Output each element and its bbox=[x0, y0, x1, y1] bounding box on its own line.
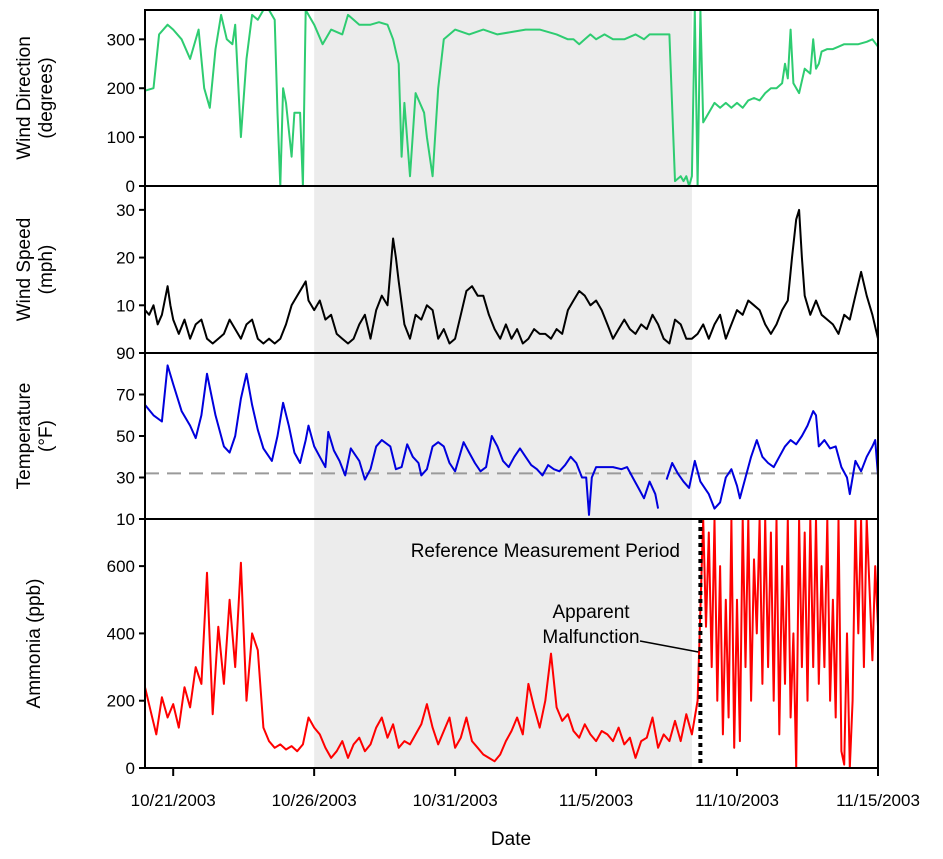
x-tick-label: 11/5/2003 bbox=[559, 791, 633, 810]
wind_direction-y-tick-label: 300 bbox=[107, 30, 135, 49]
ammonia-y-tick-label: 0 bbox=[126, 759, 135, 778]
x-tick-label: 10/31/2003 bbox=[413, 791, 498, 810]
ammonia-series-line bbox=[144, 518, 879, 769]
wind_speed-series-line bbox=[144, 208, 879, 345]
ammonia-y-tick-label: 600 bbox=[107, 557, 135, 576]
wind_direction-y-tick-label: 0 bbox=[126, 177, 135, 196]
ammonia-y-tick-label: 400 bbox=[107, 624, 135, 643]
temperature-y-tick-label: 50 bbox=[116, 427, 135, 446]
wind_speed-y-tick-label: 20 bbox=[116, 249, 135, 268]
wind_direction-y-tick-label: 200 bbox=[107, 79, 135, 98]
malfunction-label-line-2: Malfunction bbox=[542, 627, 639, 648]
wind_direction-y-tick-label: 100 bbox=[107, 128, 135, 147]
wind_direction-axis-title: Wind Direction bbox=[14, 36, 35, 160]
ammonia-y-tick-label: 200 bbox=[107, 692, 135, 711]
x-tick-label: 10/21/2003 bbox=[131, 791, 216, 810]
ammonia-panel-frame bbox=[144, 518, 879, 769]
reference-period-shading bbox=[314, 10, 692, 768]
temperature-y-tick-label: 90 bbox=[116, 344, 135, 363]
ammonia-axis-title: Ammonia (ppb) bbox=[24, 579, 45, 709]
wind_speed-y-tick-label: 10 bbox=[116, 296, 135, 315]
temperature-axis-title: Temperature bbox=[14, 383, 35, 490]
reference-period-label: Reference Measurement Period bbox=[411, 541, 680, 562]
panel-frames bbox=[144, 9, 879, 769]
malfunction-label-line-1: Apparent bbox=[552, 602, 630, 623]
tick-group: 0 100 200 300 10 20 30 10 30 50 70 90 0 200 400 600 10/2… bbox=[107, 30, 920, 810]
temperature-series-line bbox=[144, 364, 879, 516]
temperature-y-tick-label: 70 bbox=[116, 386, 135, 405]
temperature-y-tick-label: 10 bbox=[116, 510, 135, 529]
wind_speed-axis-title: (mph) bbox=[36, 245, 57, 295]
temperature-y-tick-label: 30 bbox=[116, 469, 135, 488]
wind_direction-axis-title: (degrees) bbox=[36, 57, 57, 138]
x-tick-label: 10/26/2003 bbox=[272, 791, 357, 810]
wind_speed-axis-title: Wind Speed bbox=[14, 218, 35, 322]
temperature-axis-title: (°F) bbox=[36, 420, 57, 452]
malfunction-leader-line bbox=[639, 640, 699, 653]
x-tick-label: 11/15/2003 bbox=[836, 791, 920, 810]
y-axis-titles: Wind Direction (degrees) Wind Speed (mph) Te… bbox=[14, 36, 57, 708]
wind_speed-y-tick-label: 30 bbox=[116, 201, 135, 220]
x-axis-title: Date bbox=[491, 829, 531, 850]
x-tick-label: 11/10/2003 bbox=[695, 791, 779, 810]
